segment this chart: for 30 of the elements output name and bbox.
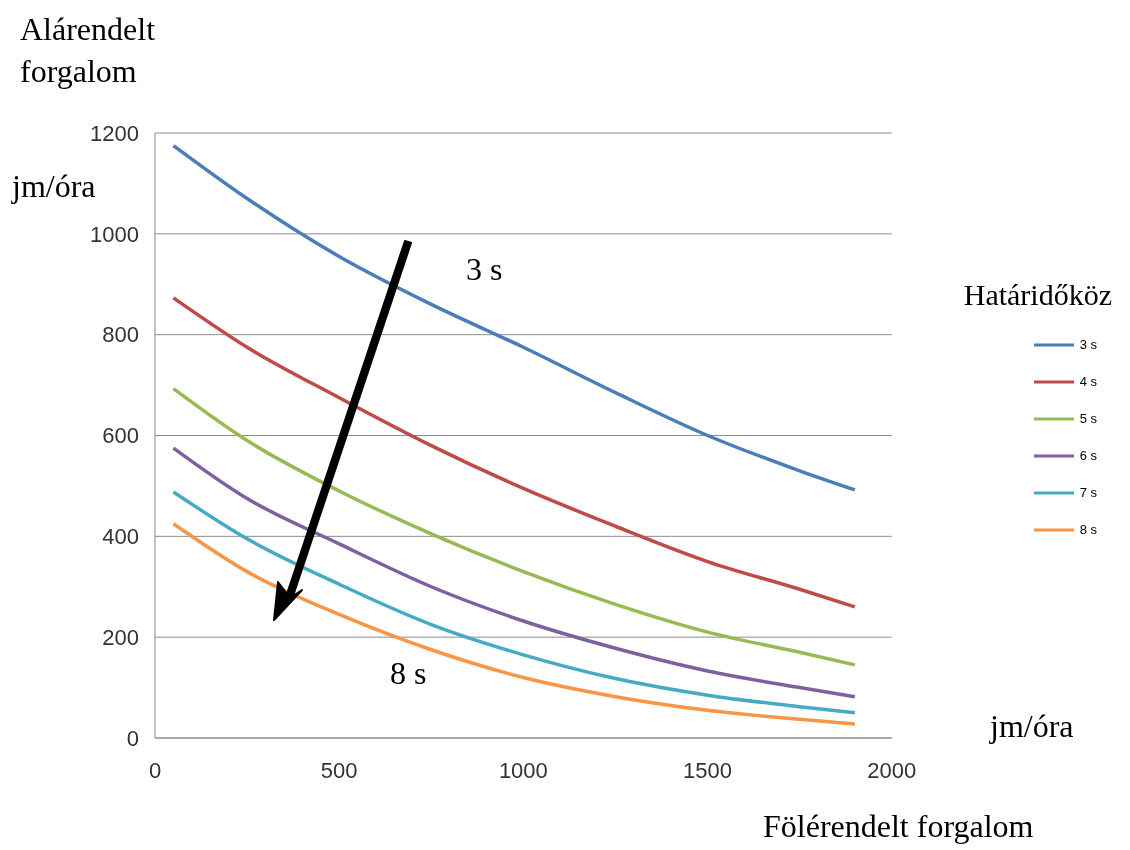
x-axis-title: Fölérendelt forgalom xyxy=(763,808,1034,845)
annotation: 8 s xyxy=(390,655,427,692)
legend-label: 8 s xyxy=(1079,522,1098,537)
y-tick-label: 1200 xyxy=(90,120,139,146)
legend-title: Határidőköz xyxy=(963,278,1112,312)
x-tick-label: 0 xyxy=(148,757,162,783)
annotation: 3 s xyxy=(466,251,503,288)
y-tick-label: 600 xyxy=(102,423,139,449)
x-tick-label: 1500 xyxy=(683,757,733,783)
legend-label: 4 s xyxy=(1079,374,1098,389)
y-axis-title: Alárendelt forgalom xyxy=(20,10,157,91)
x-tick-label: 1000 xyxy=(498,757,548,783)
line-series xyxy=(171,296,857,609)
y-tick-label: 200 xyxy=(102,624,139,650)
y-tick-label: 400 xyxy=(102,524,139,550)
text: jm/óra xyxy=(12,168,96,205)
legend-label: 7 s xyxy=(1079,485,1098,500)
line-series xyxy=(171,490,857,715)
legend-label: 3 s xyxy=(1079,337,1098,352)
legend-label: 6 s xyxy=(1079,448,1098,463)
y-tick-label: 1000 xyxy=(90,221,139,247)
x-tick-label: 500 xyxy=(320,757,358,783)
line-series xyxy=(171,143,857,492)
x-tick-label: 2000 xyxy=(867,757,917,783)
y-tick-label: 800 xyxy=(102,322,139,348)
legend-label: 5 s xyxy=(1079,411,1098,426)
line-series xyxy=(171,521,857,726)
y-tick-label: 0 xyxy=(126,725,139,751)
text: jm/óra xyxy=(990,708,1074,745)
line-series xyxy=(171,446,857,699)
